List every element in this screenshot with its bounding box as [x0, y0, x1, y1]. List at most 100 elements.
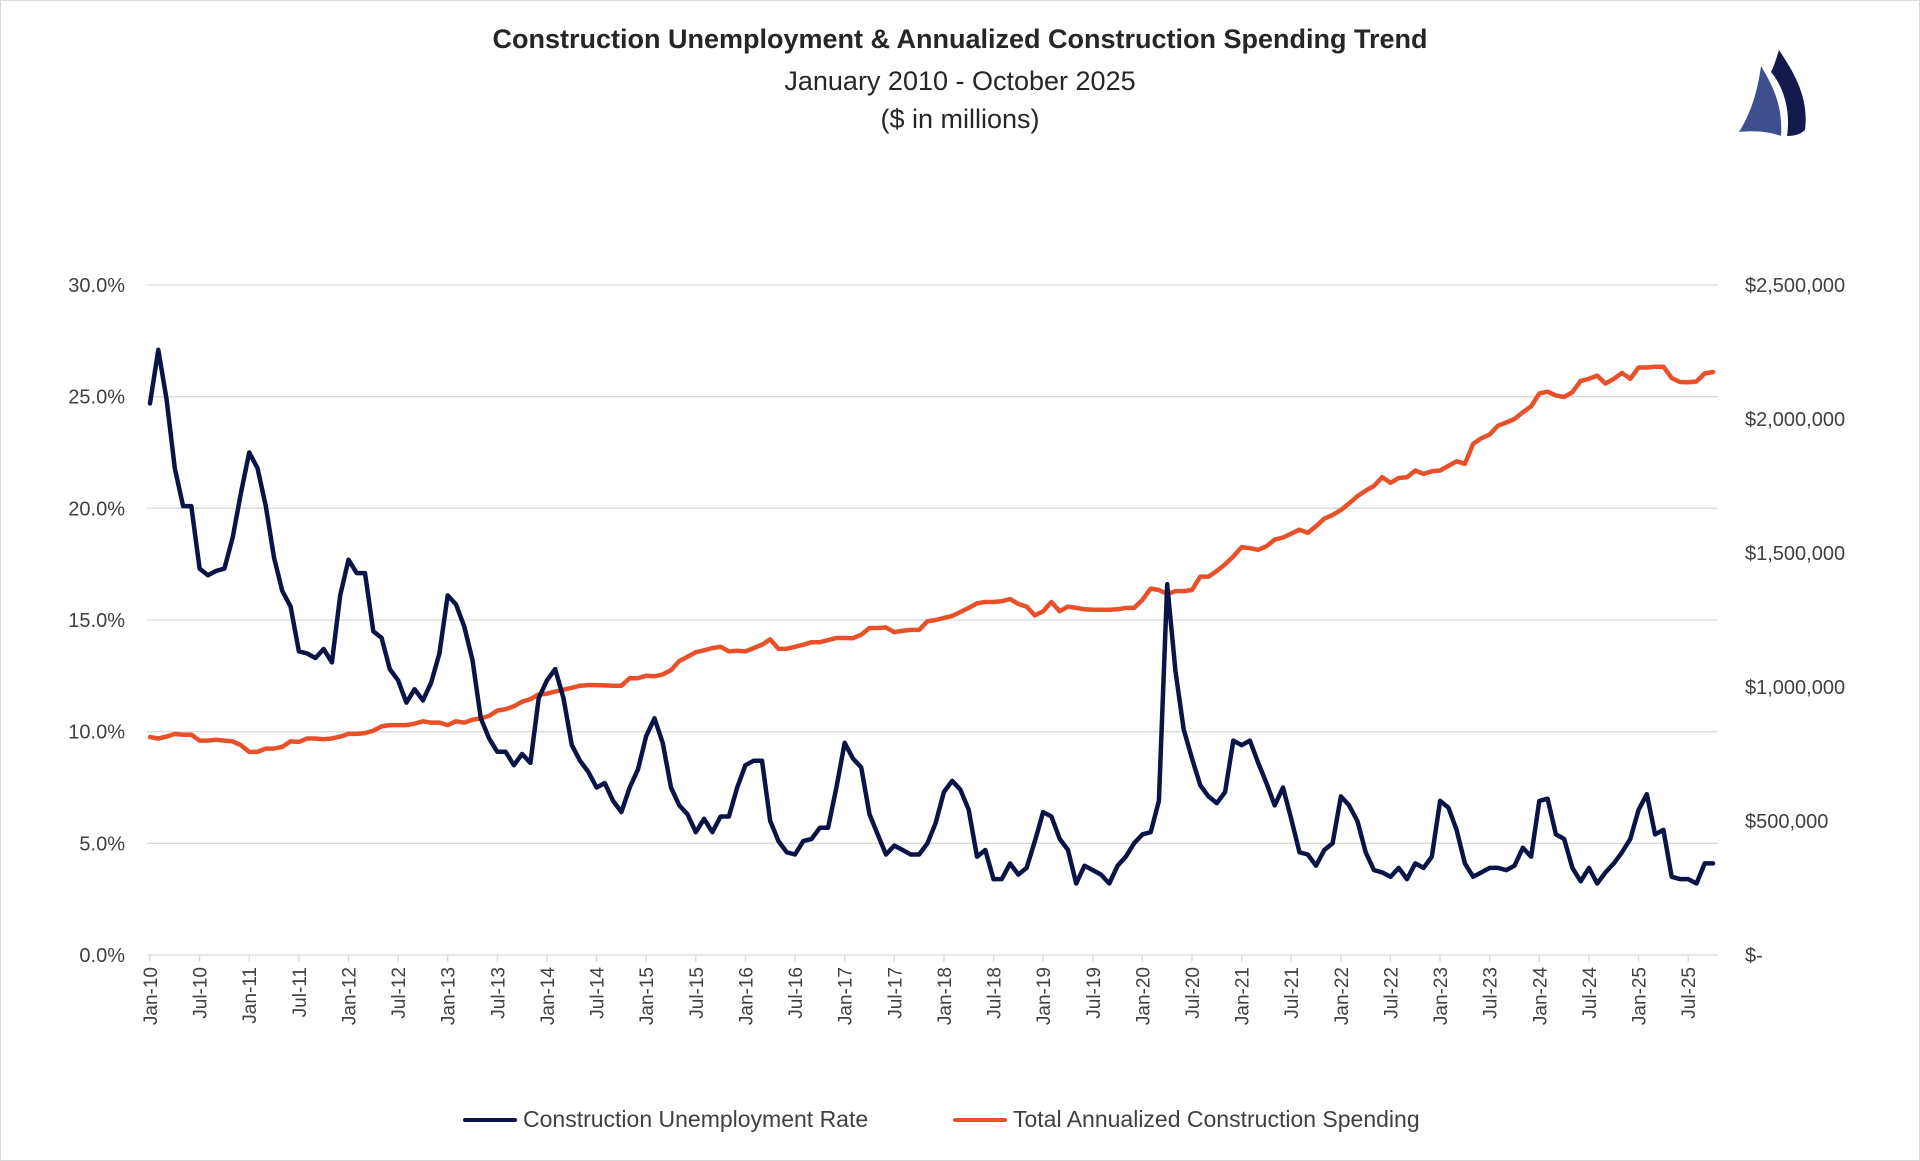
- unemployment-data-point: [1678, 877, 1682, 881]
- spending-data-point: [694, 650, 698, 654]
- unemployment-data-point: [429, 681, 433, 685]
- left-axis-tick-label: 5.0%: [79, 833, 125, 855]
- spending-data-point: [1157, 588, 1161, 592]
- unemployment-data-point: [1264, 781, 1268, 785]
- unemployment-data-point: [735, 786, 739, 790]
- spending-data-point: [619, 684, 623, 688]
- spending-data-point: [156, 737, 160, 741]
- unemployment-data-point: [1182, 727, 1186, 731]
- unemployment-data-point: [1074, 882, 1078, 886]
- spending-data-point: [677, 659, 681, 663]
- unemployment-data-point: [810, 837, 814, 841]
- spending-data-point: [495, 709, 499, 713]
- spending-data-point: [1083, 607, 1087, 611]
- unemployment-data-point: [1355, 819, 1359, 823]
- right-axis-tick-label: $2,500,000: [1745, 275, 1845, 297]
- right-axis-tick-label: $500,000: [1745, 811, 1828, 833]
- unemployment-data-point: [595, 786, 599, 790]
- spending-data-point: [247, 750, 251, 754]
- spending-data-point: [1570, 390, 1574, 394]
- spending-data-point: [1686, 380, 1690, 384]
- unemployment-data-point: [322, 647, 326, 651]
- right-axis-tick-labels: $- $500,000 $1,000,000 $1,500,000 $2,000,000…: [1745, 275, 1845, 967]
- legend-label-unemployment: Construction Unemployment Rate: [523, 1106, 869, 1132]
- spending-data-point: [1628, 377, 1632, 381]
- legend-item-spending[interactable]: Total Annualized Construction Spending: [953, 1106, 1420, 1133]
- spending-data-point: [1364, 489, 1368, 493]
- x-axis-tick-label: Jul-25: [1679, 967, 1700, 1019]
- spending-data-point: [1016, 602, 1020, 606]
- unemployment-data-point: [1496, 866, 1500, 870]
- spending-data-point: [760, 643, 764, 647]
- unemployment-data-point: [958, 788, 962, 792]
- unemployment-data-point: [206, 573, 210, 577]
- unemployment-data-point: [1091, 868, 1095, 872]
- unemployment-data-point: [504, 750, 508, 754]
- spending-data-point: [1000, 599, 1004, 603]
- unemployment-data-point: [1000, 877, 1004, 881]
- spending-data-point: [1579, 379, 1583, 383]
- spending-data-point: [214, 738, 218, 742]
- unemployment-data-point: [686, 812, 690, 816]
- construction-spending-line: [147, 364, 1716, 755]
- spending-data-point: [570, 686, 574, 690]
- unemployment-data-point: [1157, 799, 1161, 803]
- spending-data-point: [1397, 476, 1401, 480]
- right-axis-tick-label: $1,500,000: [1745, 543, 1845, 565]
- unemployment-data-point: [1256, 761, 1260, 765]
- spending-data-point: [934, 618, 938, 622]
- unemployment-data-point: [181, 504, 185, 508]
- x-axis-tick-label: Jan-13: [439, 967, 460, 1025]
- left-axis-tick-label: 0.0%: [79, 945, 125, 967]
- unemployment-data-point: [313, 656, 317, 660]
- unemployment-data-point: [1058, 837, 1062, 841]
- unemployment-data-point: [1132, 841, 1136, 845]
- unemployment-data-point: [305, 652, 309, 656]
- unemployment-data-point: [917, 853, 921, 857]
- legend-item-unemployment[interactable]: Construction Unemployment Rate: [463, 1106, 868, 1133]
- x-axis-tick-label: Jul-15: [687, 967, 708, 1019]
- unemployment-data-point: [1116, 864, 1120, 868]
- spending-data-point: [1049, 600, 1053, 604]
- spending-data-point: [256, 750, 260, 754]
- spending-data-point: [958, 610, 962, 614]
- unemployment-data-point: [1479, 870, 1483, 874]
- spending-data-point: [628, 676, 632, 680]
- x-axis-tick-label: Jul-17: [885, 967, 906, 1019]
- spending-data-point: [868, 626, 872, 630]
- spending-data-point: [595, 683, 599, 687]
- x-axis-tick-label: Jul-10: [191, 967, 212, 1019]
- spending-data-point: [1149, 587, 1153, 591]
- unemployment-data-point: [884, 853, 888, 857]
- spending-data-point: [644, 674, 648, 678]
- unemployment-data-point: [909, 853, 913, 857]
- x-axis-tick-label: Jan-11: [240, 967, 261, 1024]
- x-axis-tick-label: Jan-14: [538, 967, 559, 1026]
- legend-swatch-spending: [953, 1117, 1007, 1122]
- spending-data-point: [504, 707, 508, 711]
- spending-data-point: [1289, 532, 1293, 536]
- x-axis-tick-label: Jan-20: [1133, 967, 1154, 1025]
- spending-data-point: [603, 683, 607, 687]
- spending-data-point: [313, 737, 317, 741]
- x-axis-tick-label: Jul-23: [1481, 967, 1502, 1019]
- spending-data-point: [1380, 475, 1384, 479]
- unemployment-data-point: [520, 752, 524, 756]
- unemployment-data-point: [338, 593, 342, 597]
- unemployment-data-point: [528, 761, 532, 765]
- unemployment-data-point: [289, 605, 293, 609]
- unemployment-data-point: [1016, 873, 1020, 877]
- unemployment-data-point: [1306, 853, 1310, 857]
- spending-data-point: [1066, 605, 1070, 609]
- left-axis-tick-label: 20.0%: [68, 498, 125, 520]
- spending-data-point: [661, 672, 665, 676]
- spending-data-point: [1546, 390, 1550, 394]
- units-note: ($ in millions): [880, 104, 1040, 134]
- spending-data-point: [264, 747, 268, 751]
- spending-data-point: [586, 683, 590, 687]
- unemployment-data-point: [1612, 861, 1616, 865]
- unemployment-data-point: [1049, 815, 1053, 819]
- unemployment-data-point: [1281, 786, 1285, 790]
- spending-data-point: [942, 616, 946, 620]
- unemployment-data-point: [1438, 799, 1442, 803]
